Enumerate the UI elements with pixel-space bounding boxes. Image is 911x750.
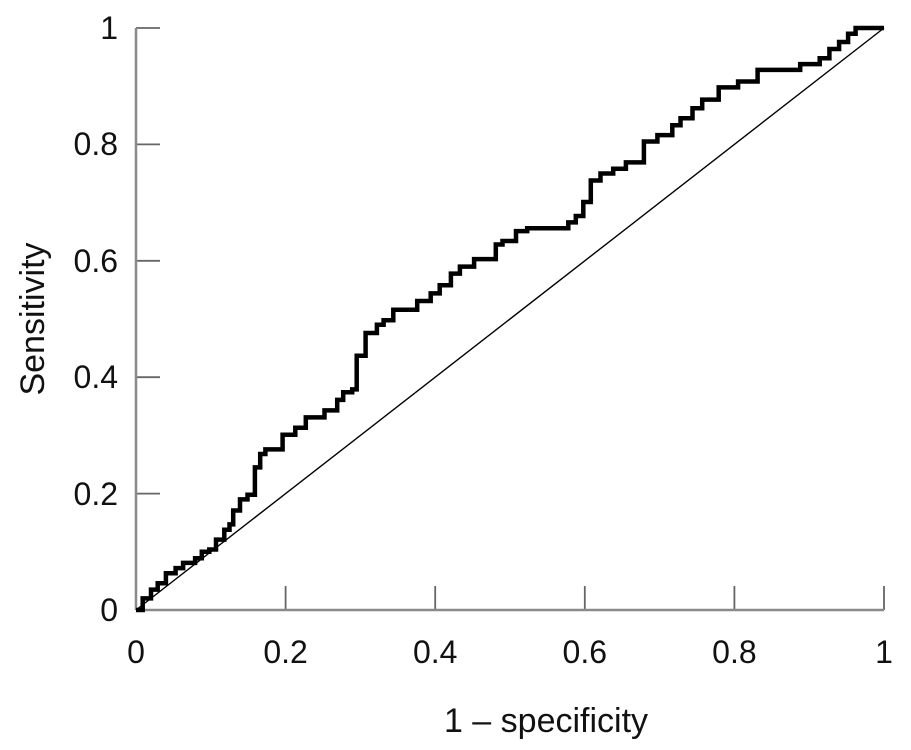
y-tick-label: 0.8 xyxy=(73,126,118,163)
y-tick-label: 0.6 xyxy=(73,242,118,279)
y-tick-label: 0 xyxy=(100,592,118,628)
reference-diagonal-line xyxy=(135,27,885,611)
x-tick-label: 0.4 xyxy=(412,634,458,670)
x-tick-label: 1 xyxy=(875,634,893,670)
x-tick-label: 0.2 xyxy=(263,634,308,670)
x-tick-label: 0 xyxy=(127,634,145,670)
x-tick-label: 0.8 xyxy=(712,634,757,670)
x-tick-label: 0.6 xyxy=(562,634,608,670)
x-axis-title: 1 – specificity xyxy=(443,702,649,740)
y-tick-label: 0.2 xyxy=(73,475,118,512)
y-tick-label: 1 xyxy=(100,10,118,46)
axis-tick-marks xyxy=(135,27,885,611)
y-axis-title: Sensitivity xyxy=(14,242,52,396)
roc-curve-line xyxy=(136,25,884,613)
y-tick-label: 0.4 xyxy=(73,359,118,396)
